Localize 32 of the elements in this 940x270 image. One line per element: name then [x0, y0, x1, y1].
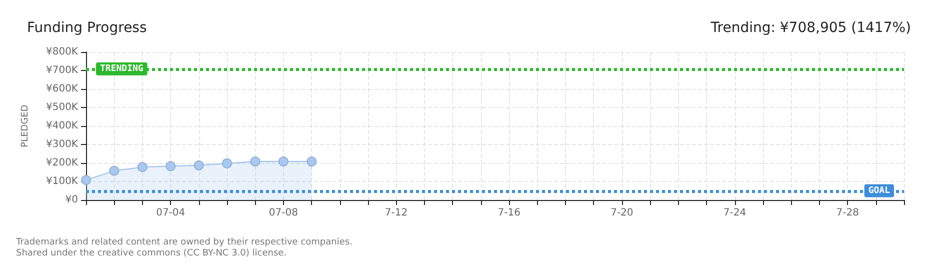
y-tick-label: ¥800K: [46, 46, 78, 58]
x-tick-label: 7-28: [836, 208, 859, 218]
x-tick-label: 07-04: [156, 208, 186, 218]
point: [278, 156, 288, 167]
x-tick-label: 7-12: [384, 208, 408, 218]
y-tick-label: ¥200K: [46, 158, 78, 168]
chart-title: Funding Progress: [27, 20, 147, 36]
y-tick-label: ¥700K: [46, 65, 78, 76]
point: [306, 156, 317, 167]
point: [222, 158, 232, 168]
y-tick-label: ¥400K: [46, 120, 78, 132]
y-tick-label: ¥100K: [46, 176, 78, 187]
point: [166, 161, 176, 172]
y-tick-label: ¥500K: [46, 102, 78, 113]
point: [194, 160, 204, 170]
y-tick-label: ¥300K: [46, 139, 78, 150]
text: Shared under the creative commons (CC BY-NC 3.0) license.: [16, 248, 287, 258]
point: [109, 166, 120, 176]
x-tick-label: 7-20: [610, 208, 634, 218]
ref-line-label: GOAL: [868, 186, 891, 196]
x-tick-label: 07-08: [268, 208, 298, 218]
x-tick-label: 7-16: [498, 208, 520, 218]
ref-line-label: TRENDING: [100, 64, 144, 74]
point: [81, 175, 91, 186]
chart-subtitle: Trending: ¥708,905 (1417%): [710, 20, 912, 36]
y-tick-label: ¥0: [65, 194, 78, 206]
point: [250, 156, 260, 167]
x-tick-label: 7-24: [723, 208, 746, 218]
y-tick-label: ¥600K: [46, 84, 78, 94]
point: [137, 162, 148, 172]
text: Trademarks and related content are owned by their respective companies.: [15, 238, 352, 248]
y-axis-title: PLEDGED: [20, 104, 30, 148]
